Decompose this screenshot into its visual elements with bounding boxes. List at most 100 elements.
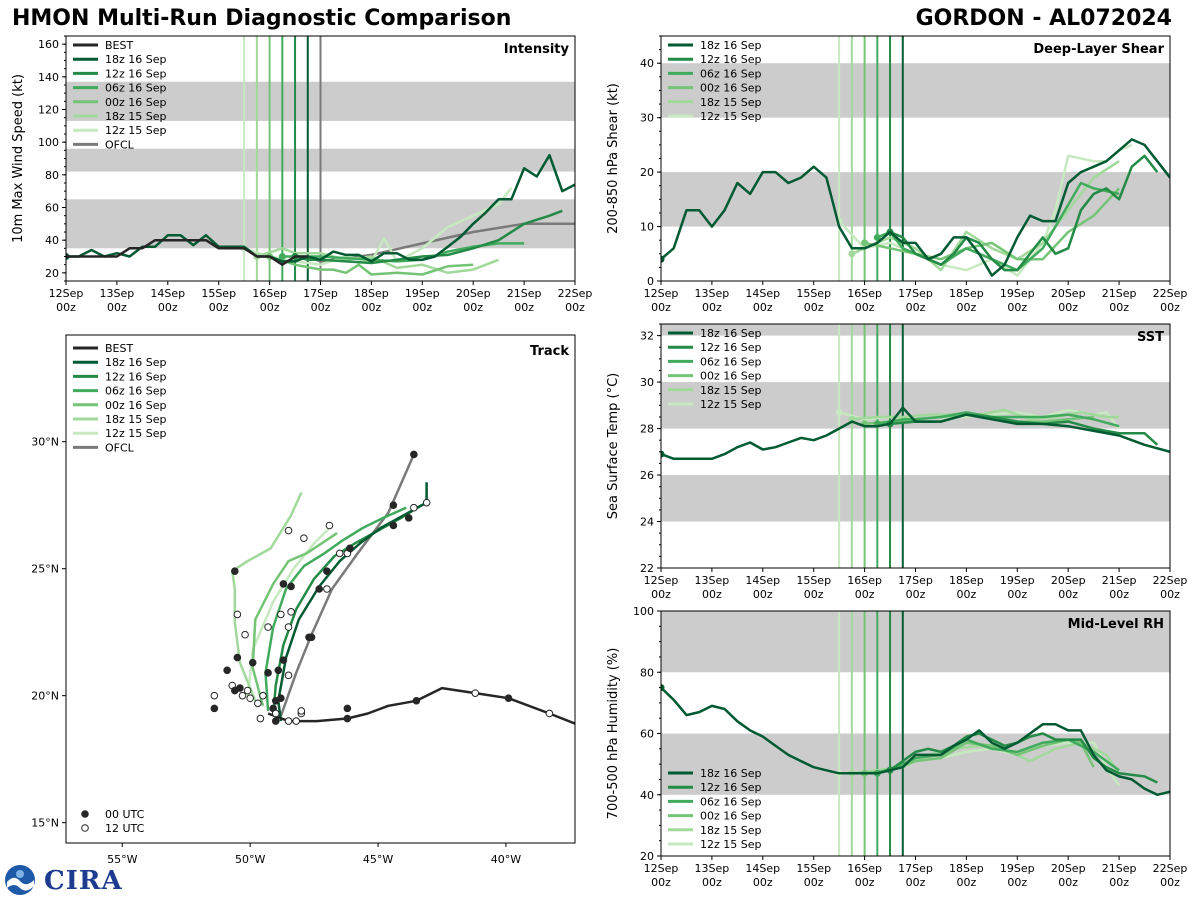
legend-label: 12z 15 Sep <box>700 838 762 851</box>
x-tick-label: 21Sep <box>1102 862 1137 875</box>
track-point-00utc <box>223 666 231 675</box>
track-point-12utc <box>410 503 418 512</box>
track-point-00utc <box>248 658 257 667</box>
x-tick-label: 00z <box>1109 301 1129 314</box>
series-line-18z-16-sep <box>661 406 1170 461</box>
y-tick-label: 120 <box>38 104 59 117</box>
x-tick-label: 14Sep <box>745 862 780 875</box>
x-tick-label: 00z <box>957 301 977 314</box>
series-line-12z-16-sep <box>889 732 1158 784</box>
legend-label: 18z 15 Sep <box>700 824 762 837</box>
series-line-18z-15-sep <box>851 408 1120 421</box>
track-point-12utc <box>238 691 247 700</box>
legend-label: 12z 15 Sep <box>700 110 762 123</box>
x-tick-label: 20Sep <box>1051 862 1086 875</box>
legend-label: 12z 16 Sep <box>700 341 762 354</box>
x-tick-label: 00z <box>1160 301 1180 314</box>
y-tick-label: 22 <box>640 562 654 575</box>
y-tick-label: 60 <box>640 728 654 741</box>
x-tick-label: 00z <box>804 876 824 889</box>
track-area <box>210 450 575 725</box>
threshold-band <box>661 63 1170 118</box>
legend-label: 12z 16 Sep <box>700 53 762 66</box>
legend-label: 00z 16 Sep <box>700 82 762 95</box>
x-tick-label: 00z <box>1058 301 1078 314</box>
y-tick-label: 20 <box>640 850 654 863</box>
legend-label: 00 UTC <box>105 808 145 821</box>
x-tick-label: 00z <box>412 301 432 314</box>
track-point-00utc <box>343 704 352 713</box>
x-tick-label: 00z <box>1109 588 1129 601</box>
x-tick-label: 00z <box>753 876 773 889</box>
x-tick-label: 12Sep <box>644 574 679 587</box>
track-point-12utc <box>422 498 431 507</box>
x-tick-label: 00z <box>260 301 280 314</box>
y-tick-label: 32 <box>640 330 654 343</box>
track-point-00utc <box>305 633 313 642</box>
track-point-00utc <box>233 653 242 662</box>
track-point-12utc <box>335 549 344 558</box>
panel-title: Mid-Level RH <box>1068 617 1164 632</box>
x-tick-label: 22Sep <box>1153 287 1188 300</box>
y-tick-label: 100 <box>38 136 59 149</box>
y-tick-label: 20°N <box>31 690 59 703</box>
series-line-18z-16-sep <box>661 138 1170 277</box>
x-tick-label: 19Sep <box>405 287 440 300</box>
track-point-00utc <box>264 669 272 677</box>
track-point-00utc <box>274 666 283 675</box>
x-tick-label: 00z <box>463 301 483 314</box>
track-point-12utc <box>210 691 219 700</box>
x-tick-label: 00z <box>1007 588 1027 601</box>
legend-label: 12z 16 Sep <box>105 67 167 80</box>
legend-label: OFCL <box>105 441 135 454</box>
track-point-00utc <box>389 521 398 530</box>
cira-logo: CIRA <box>4 864 122 896</box>
x-tick-label: 13Sep <box>695 574 730 587</box>
x-tick-label: 14Sep <box>150 287 185 300</box>
plot-area <box>661 611 1170 856</box>
x-tick-label: 00z <box>514 301 534 314</box>
legend-label: 06z 16 Sep <box>700 795 762 808</box>
y-tick-label: 25°N <box>31 563 59 576</box>
x-tick-label: 15Sep <box>796 287 831 300</box>
init-point-00z-16-sep <box>861 239 869 247</box>
legend-label: 12z 15 Sep <box>700 398 762 411</box>
x-tick-label: 00z <box>1160 588 1180 601</box>
x-tick-label: 00z <box>651 588 671 601</box>
init-point-18z-16-sep <box>661 684 665 692</box>
series-line-12z-16-sep <box>889 154 1159 272</box>
track-point-00utc <box>389 501 398 509</box>
x-tick-label: 17Sep <box>898 574 933 587</box>
track-point-00utc <box>231 567 239 576</box>
threshold-band <box>661 324 1170 336</box>
x-tick-label: 17Sep <box>303 287 338 300</box>
x-tick-label: 00z <box>906 876 926 889</box>
y-tick-label: 40 <box>640 57 654 70</box>
track-point-12utc <box>233 610 242 619</box>
track-line-06z-16-sep <box>264 506 407 711</box>
panel-title: Deep-Layer Shear <box>1033 42 1164 57</box>
legend-label: 06z 16 Sep <box>700 355 762 368</box>
x-tick-label: 13Sep <box>695 862 730 875</box>
legend-label: 18z 16 Sep <box>105 53 167 66</box>
panel-track: 55°W 50°W 45°W 40°W 15°N 20°N 25°N 30°N Track BES… <box>31 334 576 866</box>
track-point-12utc <box>284 671 293 680</box>
track-point-12utc <box>264 623 272 631</box>
x-tick-label: 21Sep <box>1102 574 1137 587</box>
y-tick-label: 20 <box>45 267 59 280</box>
x-tick-label: 00z <box>753 588 773 601</box>
track-point-00utc <box>412 696 421 705</box>
track-point-12utc <box>277 610 285 619</box>
track-point-00utc <box>287 582 295 591</box>
x-tick-label: 00z <box>1109 876 1129 889</box>
y-tick-label: 15°N <box>31 817 59 830</box>
x-tick-label: 00z <box>702 301 722 314</box>
x-tick-label: 00z <box>56 301 76 314</box>
legend-label: 18z 15 Sep <box>105 413 167 426</box>
x-tick-label: 12Sep <box>644 862 679 875</box>
track-point-12utc <box>292 717 301 725</box>
x-tick-label: 22Sep <box>1153 574 1188 587</box>
threshold-band <box>661 611 1170 673</box>
track-point-12utc <box>256 714 265 723</box>
